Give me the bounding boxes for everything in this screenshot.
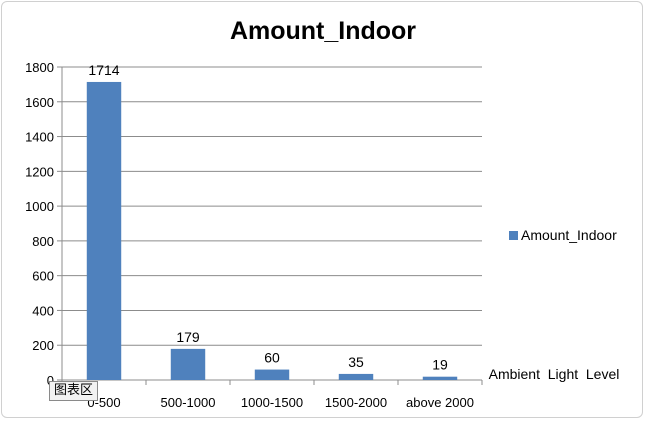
- y-tick-label: 600: [32, 269, 54, 284]
- y-tick-label: 800: [32, 234, 54, 249]
- chart-title: Amount_Indoor: [230, 17, 416, 45]
- bar: [170, 348, 206, 380]
- data-label: 1714: [88, 62, 119, 78]
- data-label: 19: [432, 357, 448, 373]
- x-tick-label: 500-1000: [161, 395, 216, 410]
- bar: [86, 81, 122, 381]
- y-tick-label: 200: [32, 338, 54, 353]
- y-tick-label: 0: [47, 373, 54, 388]
- y-tick-label: 1000: [25, 199, 54, 214]
- bar: [422, 376, 458, 380]
- y-tick-label: 1600: [25, 95, 54, 110]
- data-label: 60: [264, 350, 280, 366]
- y-tick-label: 1400: [25, 130, 54, 145]
- data-label: 35: [348, 354, 364, 370]
- x-tick-label: 1000-1500: [241, 395, 303, 410]
- legend: Amount_Indoor: [509, 227, 617, 243]
- bar: [338, 373, 374, 380]
- labels: 02004006008001000120014001600180017140-5…: [25, 60, 474, 410]
- gridlines: [62, 66, 482, 346]
- x-tick-label: 1500-2000: [325, 395, 387, 410]
- x-axis-title: Ambient Light Level: [489, 366, 620, 382]
- bars: [86, 81, 458, 381]
- legend-swatch: [509, 231, 518, 240]
- x-tick-label: above 2000: [406, 395, 474, 410]
- y-tick-label: 400: [32, 303, 54, 318]
- data-label: 179: [176, 329, 200, 345]
- chart-area-tag[interactable]: 图表区: [49, 381, 99, 401]
- bar: [254, 369, 290, 380]
- legend-label: Amount_Indoor: [521, 227, 617, 243]
- y-tick-label: 1200: [25, 164, 54, 179]
- y-tick-label: 1800: [25, 60, 54, 75]
